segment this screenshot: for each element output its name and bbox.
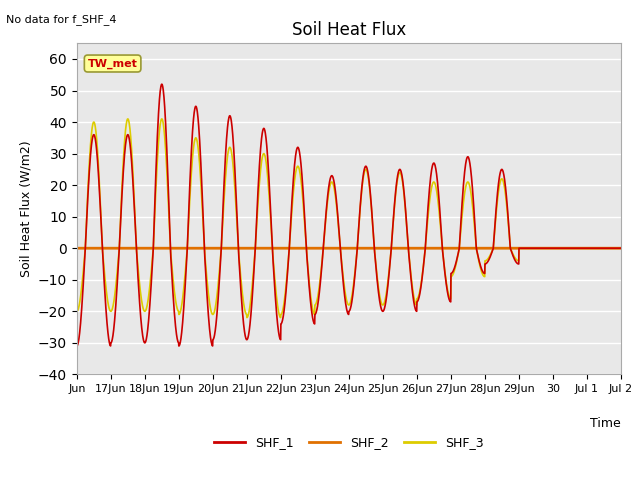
Title: Soil Heat Flux: Soil Heat Flux (292, 21, 406, 39)
SHF_1 (609, 245, 617, 251)
SHF_3 (513, 257, 521, 263)
SHF_1 (73, 343, 81, 349)
SHF_1 (127, 153, 135, 158)
SHF_3 (617, 245, 625, 251)
SHF_3 (124, 116, 132, 122)
SHF_2 (73, 245, 81, 251)
SHF_3 (245, 309, 253, 315)
SHF_3 (127, 143, 135, 149)
SHF_2 (513, 245, 520, 251)
Text: TW_met: TW_met (88, 59, 138, 69)
Y-axis label: Soil Heat Flux (W/m2): Soil Heat Flux (W/m2) (19, 141, 32, 277)
Legend: SHF_1, SHF_2, SHF_3: SHF_1, SHF_2, SHF_3 (209, 431, 488, 454)
SHF_2 (617, 245, 625, 251)
Text: Time: Time (590, 418, 621, 431)
SHF_1 (543, 245, 551, 251)
SHF_1 (245, 331, 253, 336)
SHF_3 (610, 245, 618, 251)
SHF_3 (544, 245, 552, 251)
SHF_3 (382, 294, 390, 300)
SHF_3 (73, 309, 81, 314)
SHF_2 (543, 245, 551, 251)
Line: SHF_1: SHF_1 (77, 84, 621, 346)
SHF_2 (244, 245, 252, 251)
SHF_3 (243, 315, 251, 321)
SHF_2 (127, 245, 135, 251)
SHF_1 (381, 300, 389, 306)
SHF_1 (513, 260, 520, 265)
SHF_2 (609, 245, 617, 251)
SHF_2 (381, 245, 389, 251)
SHF_1 (158, 81, 166, 87)
Text: No data for f_SHF_4: No data for f_SHF_4 (6, 14, 117, 25)
Line: SHF_3: SHF_3 (77, 119, 621, 318)
SHF_1 (617, 245, 625, 251)
